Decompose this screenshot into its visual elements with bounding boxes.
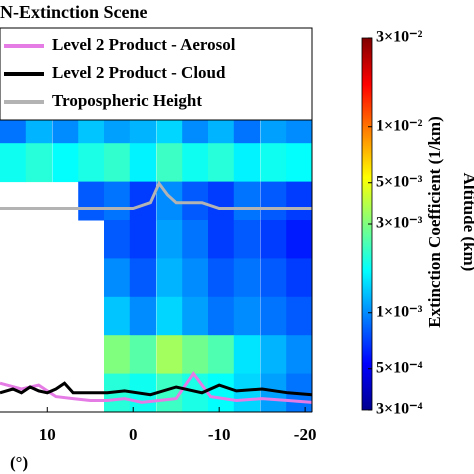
heatmap-cell — [208, 220, 235, 259]
colorbar-tick-label: 5×10⁻⁴ — [376, 359, 423, 376]
heatmap-cell — [104, 143, 131, 183]
heatmap-cell — [286, 220, 313, 259]
heatmap-cell — [260, 220, 287, 259]
heatmap-cell — [104, 335, 131, 375]
heatmap-cell — [233, 373, 261, 413]
heatmap-cell — [104, 296, 131, 336]
heatmap-cell — [182, 220, 209, 259]
colorbar-tick-label: 3×10⁻³ — [376, 215, 423, 232]
heatmap-cell — [233, 181, 261, 221]
heatmap-cell — [104, 220, 131, 259]
x-tick-label: 0 — [129, 425, 138, 444]
heatmap-cell — [286, 296, 313, 336]
heatmap-cell — [78, 181, 105, 221]
heatmap-cell — [233, 258, 261, 298]
heatmap-cell — [233, 296, 261, 336]
x-tick-label: 10 — [39, 425, 56, 444]
heatmap-cell — [233, 143, 261, 183]
heatmap-cell — [129, 258, 157, 298]
y-axis-label: Altitude (km) — [460, 173, 474, 272]
legend-label: Level 2 Product - Aerosol — [52, 35, 236, 54]
x-axis-label: (°) — [10, 453, 28, 472]
heatmap-cell — [104, 181, 131, 221]
heatmap-cell — [286, 143, 313, 183]
heatmap-cell — [156, 296, 183, 336]
heatmap-cell — [156, 335, 183, 375]
heatmap-cell — [156, 220, 183, 259]
heatmap-cell — [233, 220, 261, 259]
legend: Level 2 Product - Aerosol Level 2 Product… — [0, 27, 313, 121]
heatmap-cell — [78, 143, 105, 183]
heatmap-cell — [129, 220, 157, 259]
heatmap-cell — [156, 258, 183, 298]
heatmap-cell — [233, 335, 261, 375]
heatmap-cell — [208, 335, 235, 375]
heatmap-cell — [208, 296, 235, 336]
heatmap-cell — [286, 335, 313, 375]
heatmap-cell — [208, 258, 235, 298]
heatmap-cell — [260, 335, 287, 375]
heatmap-cell — [182, 181, 209, 221]
heatmap-cell — [129, 143, 157, 183]
x-tick-label: -10 — [208, 425, 231, 444]
heatmap-cell — [52, 143, 79, 183]
heatmap-cell — [286, 181, 313, 221]
heatmap-cell — [260, 258, 287, 298]
heatmap-cell — [208, 373, 235, 413]
colorbar-tick-label: 3×10⁻⁴ — [376, 401, 423, 418]
chart-title: N-Extinction Scene — [0, 2, 148, 22]
colorbar-label: Extinction Coefficient (1/km) — [425, 116, 444, 328]
line — [0, 381, 313, 397]
heatmap-cell — [25, 143, 53, 183]
heatmap-cell — [208, 143, 235, 183]
heatmap-cell — [260, 143, 287, 183]
heatmap-cell — [260, 181, 287, 221]
legend-box — [0, 27, 313, 121]
heatmap-cell — [182, 258, 209, 298]
heatmap-cell — [0, 143, 27, 183]
heatmap-cell — [129, 296, 157, 336]
legend-label: Level 2 Product - Cloud — [52, 63, 226, 82]
heatmap-cell — [260, 296, 287, 336]
heatmap-cell — [182, 143, 209, 183]
heatmap-cell — [156, 143, 183, 183]
colorbar-tick-label: 1×10⁻² — [376, 117, 423, 134]
heatmap-cell — [182, 335, 209, 375]
heatmap-cell — [286, 258, 313, 298]
legend-label: Tropospheric Height — [52, 91, 202, 110]
colorbar-tick-label: 5×10⁻³ — [376, 173, 423, 190]
x-tick-label: -20 — [294, 425, 317, 444]
heatmap-cell — [182, 296, 209, 336]
heatmap-cell — [129, 335, 157, 375]
colorbar-tick-label: 3×10⁻² — [376, 29, 423, 46]
line — [0, 180, 312, 210]
colorbar-tick-label: 1×10⁻³ — [376, 303, 423, 320]
heatmap-cell — [208, 181, 235, 221]
heatmap-cell — [104, 258, 131, 298]
